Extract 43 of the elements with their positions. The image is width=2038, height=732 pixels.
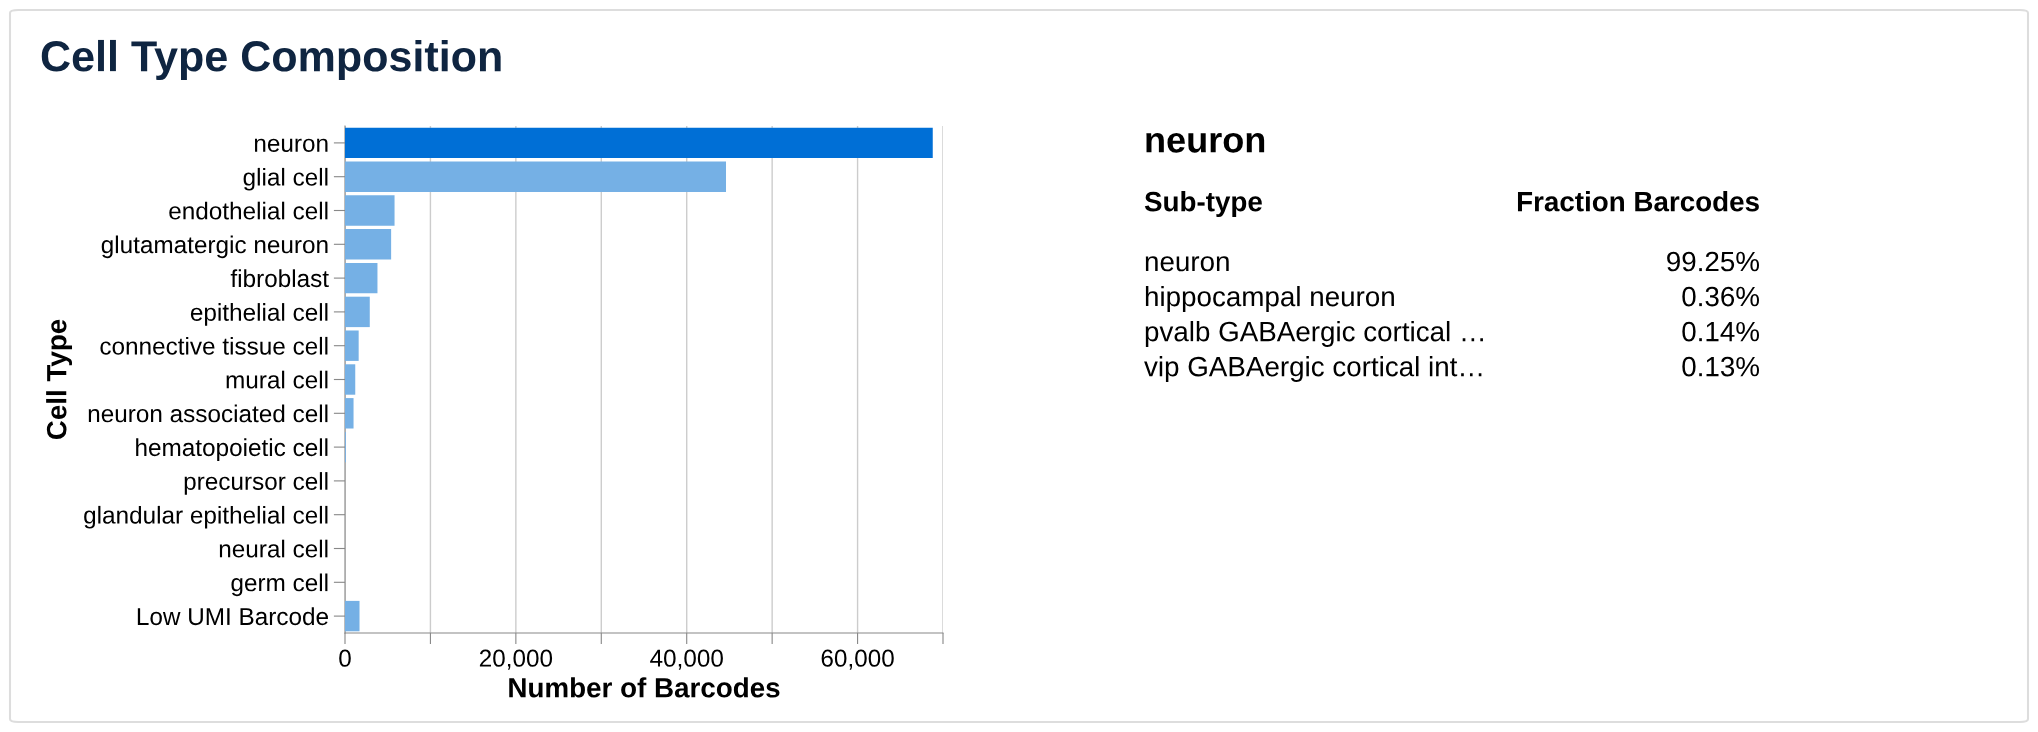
y-tick-label: glutamatergic neuron — [101, 235, 328, 259]
y-tick-label: neural cell — [219, 539, 328, 558]
chart-title: Cell Type Composition — [41, 39, 501, 81]
x-tick-label: 20,000 — [479, 649, 553, 670]
bar — [345, 161, 727, 192]
x-tick-label: 40,000 — [650, 649, 723, 670]
bar — [345, 330, 359, 361]
y-tick-label: connective tissue cell — [100, 336, 328, 355]
y-tick-label: neuron — [254, 138, 328, 152]
text: neuron — [1146, 132, 1265, 153]
text: 0.13% — [1682, 356, 1760, 377]
text: Sub-type — [1144, 191, 1262, 217]
text: Fraction Barcodes — [1517, 191, 1759, 212]
category-label: pvalb GABAergic cortical … — [1145, 321, 1483, 347]
x-tick-label: 60,000 — [821, 649, 894, 670]
x-tick-label: 0 — [339, 649, 351, 667]
x-axis-title: Number of Barcodes — [509, 677, 780, 698]
y-tick-label: epithelial cell — [190, 303, 328, 326]
y-tick-label: Low UMI Barcode — [137, 607, 328, 626]
y-tick-label: hematopoietic cell — [136, 438, 328, 461]
text: 0.36% — [1682, 286, 1760, 307]
bar — [345, 127, 933, 159]
y-tick-label: neuron associated cell — [88, 404, 328, 423]
category-label: vip GABAergic cortical int… — [1144, 356, 1482, 382]
bar — [345, 195, 395, 226]
y-axis-title: Cell Type — [46, 319, 73, 440]
bar — [345, 229, 392, 260]
category-label: hippocampal neuron — [1145, 285, 1394, 312]
y-tick-label: mural cell — [226, 370, 328, 389]
bar — [345, 600, 360, 632]
y-tick-label: precursor cell — [184, 472, 328, 495]
bar — [345, 262, 378, 294]
text: 0.14% — [1682, 321, 1760, 342]
bar — [345, 296, 370, 328]
y-tick-label: germ cell — [231, 573, 328, 597]
y-tick-label: glandular epithelial cell — [84, 505, 328, 529]
bar — [345, 364, 356, 395]
category-label: neuron — [1145, 256, 1229, 272]
bar — [345, 398, 354, 429]
y-tick-label: glial cell — [243, 167, 328, 191]
y-tick-label: fibroblast — [230, 269, 329, 288]
y-tick-label: endothelial cell — [169, 201, 328, 220]
text: 99.25% — [1667, 251, 1760, 272]
